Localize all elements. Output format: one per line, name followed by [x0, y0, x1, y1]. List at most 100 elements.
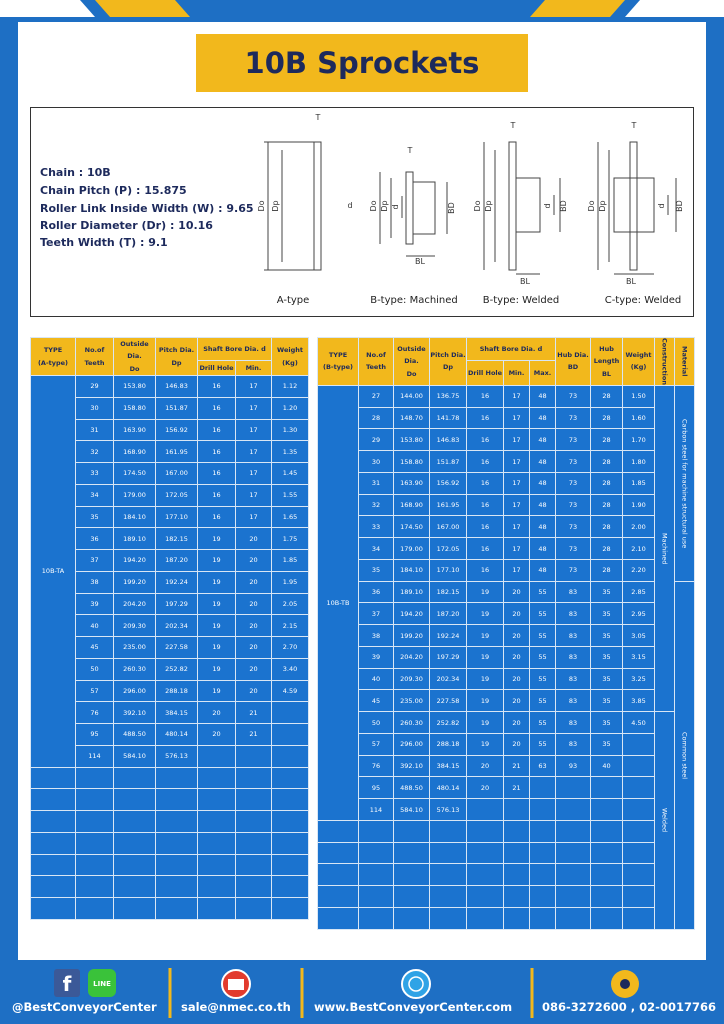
dim-label: Dp: [271, 200, 280, 211]
cell: 28: [590, 471, 624, 495]
cell: 480.14: [429, 776, 467, 800]
cell: 17: [503, 406, 530, 430]
cell: [317, 841, 359, 865]
cell: [271, 723, 309, 746]
cell: 296.00: [393, 732, 430, 756]
footer-icons: f LINE: [54, 968, 639, 1018]
cell: 1.95: [271, 570, 309, 594]
cell: 576.13: [429, 798, 467, 821]
cell: [555, 885, 592, 908]
cell: 156.92: [155, 418, 198, 442]
cell: [590, 906, 624, 930]
cell: 296.00: [113, 679, 156, 703]
cell: 20: [503, 732, 530, 756]
cell: [622, 732, 656, 756]
row: [317, 819, 695, 843]
cell: 73: [555, 406, 592, 430]
cell: 158.80: [393, 450, 430, 473]
cell: 20: [466, 776, 504, 800]
cell: 392.10: [393, 754, 430, 778]
dim-label: BD: [559, 200, 568, 212]
cell: 34: [358, 537, 394, 560]
cell: 35: [590, 732, 624, 756]
row: [30, 875, 309, 899]
cell: 20: [235, 679, 272, 703]
cell: 202.34: [429, 667, 467, 691]
cell: 57: [358, 732, 394, 756]
row: [317, 885, 695, 908]
cell: 36: [75, 527, 114, 551]
cell: 209.30: [393, 667, 430, 691]
cell: 20: [503, 624, 530, 647]
cell: 148.70: [393, 406, 430, 430]
cell: 83: [555, 732, 592, 756]
cell: 29: [75, 375, 114, 398]
cell: 40: [75, 614, 114, 638]
cell: [503, 885, 530, 908]
caption: B-type: Welded: [482, 295, 560, 306]
dim-label: d: [391, 204, 400, 209]
cell: 33: [75, 462, 114, 485]
cell: 17: [503, 450, 530, 473]
cell: 48: [528, 515, 557, 539]
cell: 19: [466, 580, 504, 604]
cell: [358, 906, 394, 930]
dim-label: Do: [587, 200, 596, 211]
cell: [235, 744, 272, 768]
cell: 2.05: [271, 592, 309, 616]
line-icon: LINE: [93, 980, 111, 988]
dim-label: Dp: [598, 200, 607, 211]
header-line: Weight: [277, 346, 303, 355]
cell: 32: [358, 493, 394, 517]
row: 34 179.00 172.05 16 17 1.55: [31, 483, 309, 507]
cell: 197.29: [429, 645, 467, 669]
cell: 50: [358, 711, 394, 734]
cell: 1.80: [622, 450, 656, 473]
cell: 35: [590, 580, 624, 604]
row: 30 158.80 151.87 16 17 48 73 28 1.80: [318, 450, 695, 473]
cell: 20: [466, 754, 504, 778]
cell: 384.15: [155, 701, 198, 725]
caption: C-type: Welded: [604, 295, 682, 306]
column-header: Pitch Dia. Dp: [155, 336, 198, 377]
header-line: Dp: [442, 363, 454, 372]
dim-label: Do: [473, 200, 482, 211]
cell: 189.10: [113, 527, 156, 551]
cell: [393, 885, 430, 908]
cell: 37: [75, 549, 114, 572]
cell: 48: [528, 428, 557, 452]
cell: [113, 831, 156, 855]
dim-label: BD: [675, 200, 684, 212]
row: 114 584.10 576.13: [318, 798, 695, 821]
cell: 184.10: [393, 558, 430, 582]
cell: 2.10: [622, 537, 656, 560]
cell: 48: [528, 493, 557, 517]
type-label: 10B-TB: [317, 384, 359, 821]
cell: [590, 776, 624, 800]
cell: 19: [197, 679, 236, 703]
cell: 30: [75, 396, 114, 420]
header-line: BD: [567, 363, 579, 372]
header-line: Hub Dia.: [557, 351, 589, 360]
cell: 20: [235, 527, 272, 551]
cell: 182.15: [429, 580, 467, 604]
cell: 16: [466, 384, 504, 408]
header-row: Drill Hole Min.: [31, 359, 309, 377]
cell: 288.18: [429, 732, 467, 756]
cell: 384.15: [429, 754, 467, 778]
cell: 168.90: [393, 493, 430, 517]
dim-label: d: [347, 201, 352, 210]
cell: 20: [503, 711, 530, 734]
header-line: Max.: [533, 368, 552, 377]
cell: [358, 841, 394, 865]
cell: [235, 766, 272, 790]
cell: 17: [503, 384, 530, 408]
cell: [555, 776, 592, 800]
cell: [113, 810, 156, 833]
cell: 20: [503, 667, 530, 691]
cell: 20: [503, 580, 530, 604]
cell: 32: [75, 440, 114, 464]
cell: 192.24: [155, 570, 198, 594]
cell: 187.20: [429, 602, 467, 626]
